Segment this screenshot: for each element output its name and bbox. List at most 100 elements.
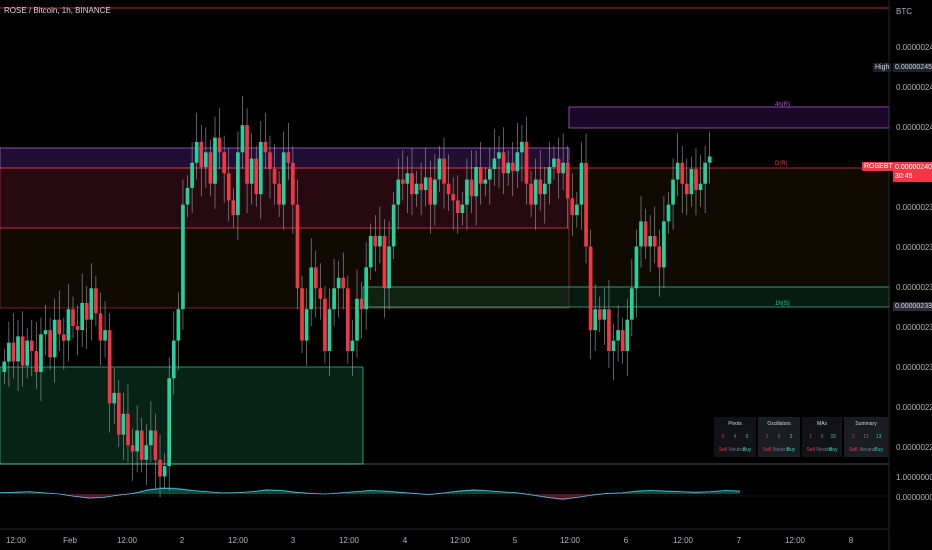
candle-body[interactable] — [7, 342, 11, 362]
candle-body[interactable] — [350, 340, 355, 352]
candle-body[interactable] — [391, 204, 396, 247]
candle-body[interactable] — [281, 152, 286, 205]
candle-body[interactable] — [689, 169, 694, 195]
candle-body[interactable] — [295, 204, 300, 289]
candle-body[interactable] — [272, 169, 277, 184]
candle-body[interactable] — [346, 288, 350, 352]
candle-body[interactable] — [268, 152, 272, 170]
candle-body[interactable] — [414, 183, 419, 195]
candle-body[interactable] — [359, 298, 364, 310]
candle-body[interactable] — [455, 200, 460, 213]
candle-body[interactable] — [607, 309, 611, 352]
candle-body[interactable] — [39, 334, 43, 372]
candle-body[interactable] — [400, 179, 405, 184]
candle-body[interactable] — [29, 340, 34, 352]
candle-body[interactable] — [304, 309, 309, 341]
candle-body[interactable] — [149, 430, 153, 446]
candle-body[interactable] — [501, 152, 506, 174]
candle-body[interactable] — [570, 198, 575, 216]
candle-body[interactable] — [611, 340, 616, 352]
candle-body[interactable] — [121, 413, 126, 435]
candle-body[interactable] — [139, 430, 144, 460]
candle-body[interactable] — [2, 361, 7, 372]
candle-body[interactable] — [217, 137, 222, 153]
candle-body[interactable] — [561, 162, 565, 174]
candle-body[interactable] — [625, 319, 630, 352]
candle-body[interactable] — [465, 179, 469, 205]
candle-body[interactable] — [291, 162, 295, 205]
candle-body[interactable] — [66, 309, 71, 341]
candle-body[interactable] — [94, 288, 98, 314]
candle-body[interactable] — [428, 177, 433, 205]
candle-body[interactable] — [222, 152, 226, 174]
candle-body[interactable] — [71, 309, 75, 326]
candle-body[interactable] — [368, 236, 373, 268]
candle-body[interactable] — [130, 445, 135, 452]
candle-body[interactable] — [236, 152, 240, 216]
candle-body[interactable] — [442, 158, 446, 184]
candle-body[interactable] — [410, 173, 414, 195]
candle-body[interactable] — [327, 309, 332, 352]
candle-body[interactable] — [542, 183, 547, 195]
candle-body[interactable] — [575, 204, 579, 216]
candle-body[interactable] — [277, 183, 281, 205]
candle-body[interactable] — [313, 267, 318, 289]
candle-body[interactable] — [52, 319, 57, 358]
candle-body[interactable] — [666, 204, 671, 222]
candle-body[interactable] — [419, 183, 423, 190]
candle-body[interactable] — [336, 277, 341, 289]
candle-body[interactable] — [474, 166, 478, 197]
candle-body[interactable] — [387, 246, 391, 289]
candle-body[interactable] — [707, 156, 712, 163]
candle-body[interactable] — [584, 162, 588, 247]
candle-body[interactable] — [226, 173, 231, 201]
candle-body[interactable] — [579, 162, 584, 205]
candle-body[interactable] — [602, 309, 607, 320]
candle-body[interactable] — [630, 288, 634, 320]
candle-body[interactable] — [162, 466, 167, 477]
candle-body[interactable] — [524, 141, 529, 184]
candle-body[interactable] — [286, 152, 291, 163]
candle-body[interactable] — [684, 183, 689, 195]
candle-body[interactable] — [126, 413, 130, 446]
candle-body[interactable] — [80, 302, 84, 331]
candle-body[interactable] — [249, 158, 254, 184]
candle-body[interactable] — [382, 236, 387, 289]
candle-body[interactable] — [355, 298, 359, 341]
candle-body[interactable] — [103, 330, 107, 341]
candle-body[interactable] — [144, 445, 149, 460]
candle-body[interactable] — [698, 183, 703, 190]
candle-body[interactable] — [565, 162, 570, 199]
candle-body[interactable] — [675, 162, 680, 180]
candle-body[interactable] — [208, 152, 213, 184]
candle-body[interactable] — [89, 288, 94, 320]
candle-body[interactable] — [98, 313, 103, 341]
candle-body[interactable] — [112, 392, 117, 404]
candle-body[interactable] — [634, 246, 639, 289]
candle-body[interactable] — [62, 334, 66, 341]
candle-body[interactable] — [75, 325, 80, 331]
candle-body[interactable] — [167, 378, 172, 467]
candle-body[interactable] — [378, 236, 382, 247]
candle-body[interactable] — [231, 200, 236, 216]
candle-body[interactable] — [520, 141, 524, 153]
candle-body[interactable] — [199, 141, 204, 167]
candle-body[interactable] — [309, 267, 314, 310]
candle-body[interactable] — [652, 236, 657, 247]
candle-body[interactable] — [593, 309, 598, 331]
candle-body[interactable] — [332, 288, 336, 310]
candle-body[interactable] — [245, 125, 249, 184]
candle-body[interactable] — [34, 351, 39, 372]
candle-body[interactable] — [703, 162, 707, 184]
candle-body[interactable] — [213, 137, 217, 184]
candle-body[interactable] — [181, 204, 185, 310]
candle-body[interactable] — [451, 194, 456, 201]
candle-body[interactable] — [662, 221, 666, 268]
candle-body[interactable] — [483, 179, 488, 184]
candle-body[interactable] — [323, 298, 327, 352]
candle-body[interactable] — [478, 166, 483, 184]
candle-body[interactable] — [258, 141, 263, 195]
candle-body[interactable] — [488, 169, 492, 180]
candle-body[interactable] — [657, 246, 662, 268]
